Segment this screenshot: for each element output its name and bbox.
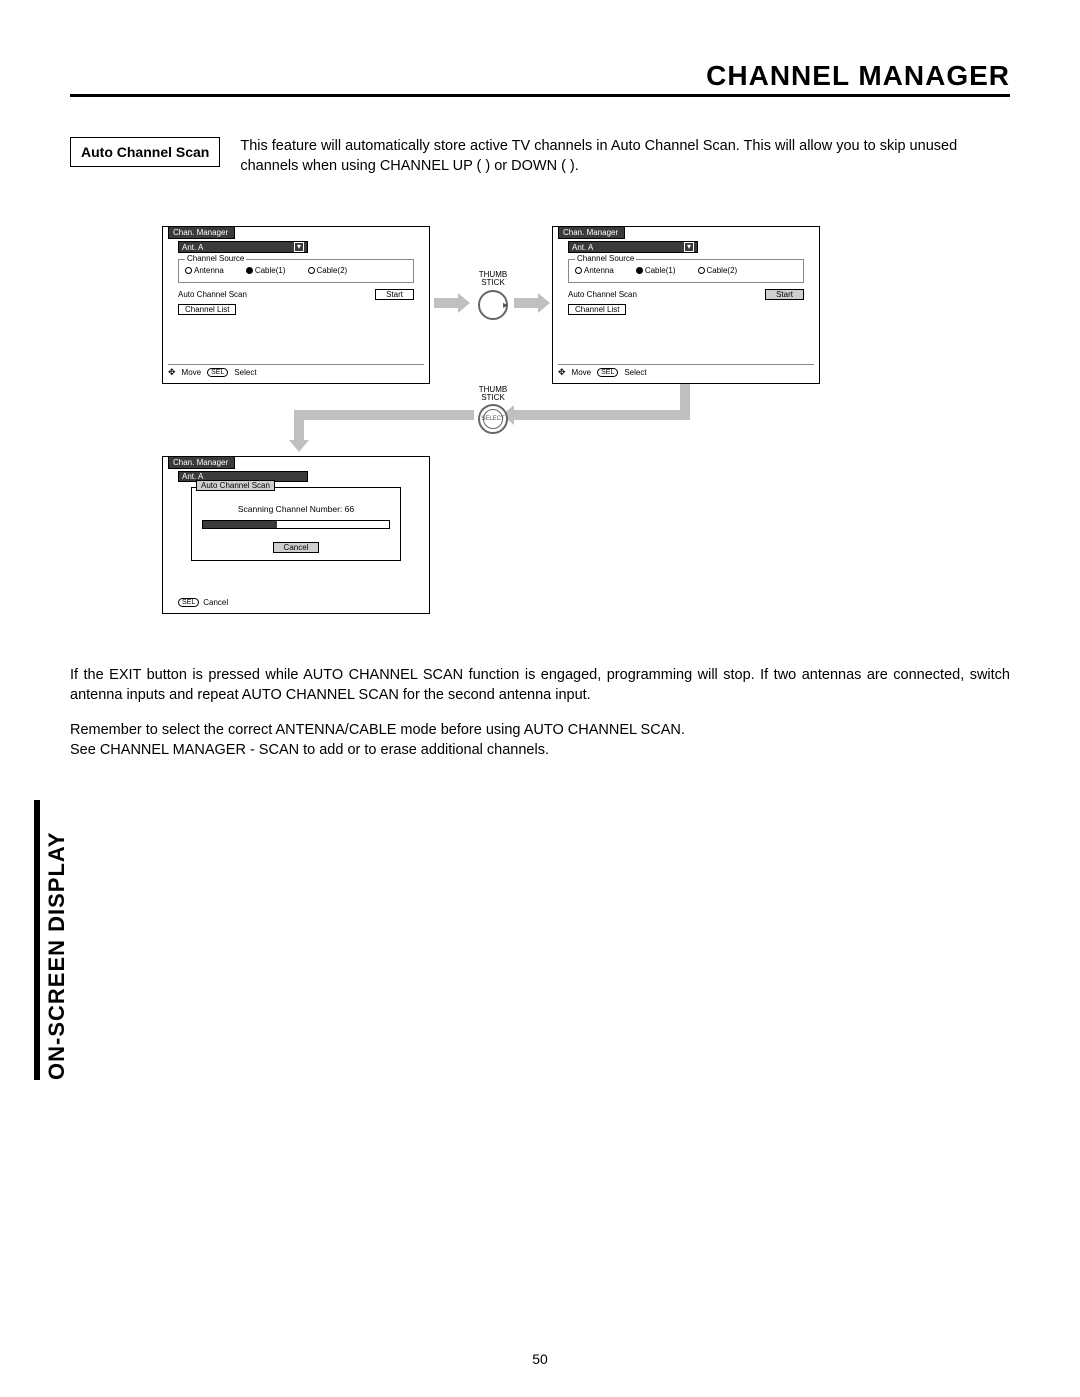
arrow-down-head [289, 440, 309, 452]
radio-cable2[interactable]: Cable(2) [308, 266, 348, 275]
select-label: SELECT [483, 409, 503, 429]
chevron-down-icon: ▾ [294, 242, 304, 252]
arrow-left-seg2 [294, 410, 474, 420]
move-icon: ✥ [558, 367, 566, 378]
radio-antenna[interactable]: Antenna [185, 266, 224, 275]
cancel-button[interactable]: Cancel [273, 542, 320, 553]
footer-cancel: Cancel [203, 598, 228, 607]
arrow-left-seg [514, 410, 690, 420]
arrow-right-1-head [458, 293, 470, 313]
radio-antenna[interactable]: Antenna [575, 266, 614, 275]
footer-select: Select [234, 368, 256, 377]
start-button[interactable]: Start [375, 289, 414, 300]
channel-source-group: Channel Source Antenna Cable(1) Cable(2) [568, 259, 804, 283]
screen-tab: Chan. Manager [168, 226, 235, 239]
diagram: Chan. Manager Ant. A ▾ Channel Source An… [70, 226, 1010, 636]
sel-icon: SEL [597, 368, 618, 377]
chevron-down-icon: ▾ [684, 242, 694, 252]
sel-icon: SEL [178, 598, 199, 607]
scanning-box: Auto Channel Scan Scanning Channel Numbe… [191, 487, 401, 561]
body-p2: Remember to select the correct ANTENNA/C… [70, 722, 685, 738]
scanning-text: Scanning Channel Number: 66 [202, 504, 390, 514]
footer-move: Move [182, 368, 202, 377]
screen-3: Chan. Manager Ant. A Auto Channel Scan S… [162, 456, 430, 614]
thumb-stick-icon-2: SELECT [478, 404, 508, 434]
progress-bar [202, 520, 390, 529]
arrow-right-1 [434, 298, 458, 308]
channel-source-group: Channel Source Antenna Cable(1) Cable(2) [178, 259, 414, 283]
channel-list-button[interactable]: Channel List [568, 304, 626, 315]
auto-channel-scan-box: Auto Channel Scan [70, 137, 220, 167]
radio-cable1[interactable]: Cable(1) [636, 266, 676, 275]
radio-cable2[interactable]: Cable(2) [698, 266, 738, 275]
dropdown-label: Ant. A [182, 243, 203, 252]
arrow-right-2-head [538, 293, 550, 313]
screen-2: Chan. Manager Ant. A ▾ Channel Source An… [552, 226, 820, 384]
body-text: If the EXIT button is pressed while AUTO… [70, 666, 1010, 760]
thumb-stick-label-1: THUMB STICK [465, 271, 521, 287]
sidebar-label: ON-SCREEN DISPLAY [34, 800, 70, 1080]
intro-text: This feature will automatically store ac… [240, 137, 1010, 176]
start-button-highlighted[interactable]: Start [765, 289, 804, 300]
screen-1: Chan. Manager Ant. A ▾ Channel Source An… [162, 226, 430, 384]
antenna-dropdown[interactable]: Ant. A ▾ [178, 241, 308, 253]
arrow-right-2 [514, 298, 538, 308]
sel-icon: SEL [207, 368, 228, 377]
screen-tab: Chan. Manager [168, 456, 235, 469]
page-number: 50 [0, 1351, 1080, 1367]
body-p1: If the EXIT button is pressed while AUTO… [70, 666, 1010, 705]
auto-scan-label: Auto Channel Scan [568, 290, 637, 299]
channel-list-button[interactable]: Channel List [178, 304, 236, 315]
footer-select: Select [624, 368, 646, 377]
move-icon: ✥ [168, 367, 176, 378]
body-p3: See CHANNEL MANAGER - SCAN to add or to … [70, 742, 549, 758]
footer-move: Move [572, 368, 592, 377]
auto-scan-label: Auto Channel Scan [178, 290, 247, 299]
dropdown-label: Ant. A [572, 243, 593, 252]
antenna-dropdown[interactable]: Ant. A ▾ [568, 241, 698, 253]
group-label: Channel Source [575, 254, 636, 263]
screen-tab: Chan. Manager [558, 226, 625, 239]
thumb-stick-label-2: THUMB STICK [465, 386, 521, 402]
group-label: Channel Source [185, 254, 246, 263]
scan-title: Auto Channel Scan [196, 480, 275, 491]
radio-cable1[interactable]: Cable(1) [246, 266, 286, 275]
arrow-down-seg2 [294, 410, 304, 440]
thumb-stick-icon-1: ▸ [478, 290, 508, 320]
page-title: CHANNEL MANAGER [706, 60, 1010, 91]
